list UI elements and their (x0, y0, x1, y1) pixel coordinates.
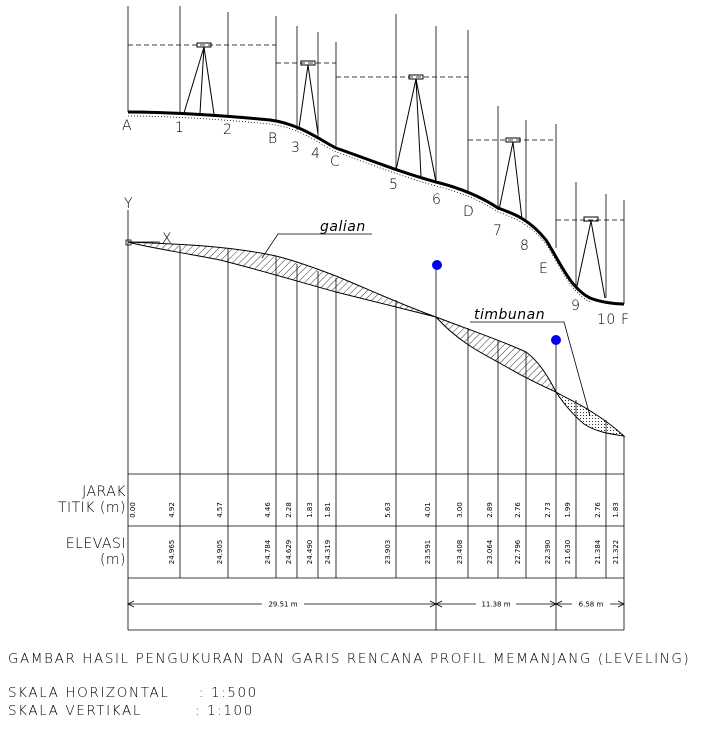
scale-h-value: 1:500 (210, 685, 258, 701)
point-label: C (330, 154, 340, 170)
tripods (183, 42, 606, 299)
elevasi-value: 23.408 (456, 540, 464, 565)
timbunan-label: timbunan (474, 307, 545, 323)
elevasi-value: 23.903 (384, 540, 392, 565)
point-label: 1 (175, 120, 184, 136)
elevasi-value: 23.591 (424, 540, 432, 565)
jarak-value: 2.76 (594, 502, 602, 518)
ground-profile (127, 110, 625, 306)
jarak-value: 3.00 (456, 502, 464, 518)
drawing-caption: GAMBAR HASIL PENGUKURAN DAN GARIS RENCAN… (8, 651, 691, 667)
elevasi-value: 22.390 (544, 540, 552, 565)
point-label: 6 (432, 192, 441, 208)
elevasi-row: 24.965 24.905 24.784 24.629 24.490 24.319 23.9… (168, 539, 620, 564)
jarak-row: 0.00 4.92 4.57 4.46 2.28 1.83 1.81 5.63 4.01 3.00… (129, 502, 620, 518)
terrain-sketch (127, 6, 625, 306)
galian-label: galian (320, 219, 366, 235)
point-label: 8 (520, 238, 529, 254)
timbunan-dotted-area (555, 391, 626, 437)
scale-horizontal: SKALA HORIZONTAL : 1:500 (8, 685, 258, 701)
data-table (128, 473, 624, 631)
staff-lines (127, 6, 625, 304)
elevasi-value: 21.630 (564, 540, 572, 565)
point-label: D (463, 204, 474, 220)
elevasi-value: 22.796 (514, 539, 522, 564)
elevasi-value: 21.384 (594, 539, 602, 564)
jarak-value: 1.81 (324, 502, 332, 518)
point-label: 10 (597, 312, 616, 328)
elevasi-value: 24.965 (168, 540, 176, 565)
scale-vertical: SKALA VERTIKAL : 1:100 (8, 703, 254, 719)
jarak-value: 4.92 (168, 502, 176, 518)
scale-v-value: 1:100 (207, 703, 254, 719)
point-label: 7 (493, 223, 502, 239)
jarak-title: JARAK (82, 484, 126, 500)
jarak-value: 2.89 (486, 502, 494, 518)
elevasi-title-2: (m) (100, 552, 126, 568)
dimension-line (127, 600, 625, 608)
marker-dot (432, 260, 442, 270)
sight-lines (128, 44, 624, 221)
x-axis-label: X (162, 231, 172, 247)
elevasi-value: 21.322 (612, 540, 620, 565)
elevasi-value: 23.064 (486, 539, 494, 564)
scale-h-label: SKALA HORIZONTAL (8, 685, 170, 701)
point-label: E (539, 261, 548, 277)
timbunan-leader (470, 321, 591, 417)
elevasi-value: 24.905 (216, 540, 224, 565)
elevasi-value: 24.490 (306, 540, 314, 565)
point-label: B (268, 131, 278, 147)
terrain-labels: A 1 2 B 3 4 C 5 6 D 7 8 E 9 10 F (122, 118, 630, 328)
y-axis-label: Y (124, 196, 133, 212)
galian-leader (261, 233, 372, 259)
profile-section (125, 210, 626, 630)
point-label: 3 (291, 140, 300, 156)
jarak-value: 4.46 (264, 502, 272, 518)
galian-area (127, 241, 437, 318)
point-label: 9 (571, 298, 580, 314)
point-label: F (621, 312, 630, 328)
jarak-value: 1.83 (612, 502, 620, 518)
jarak-value: 4.01 (424, 502, 432, 518)
elevasi-title: ELEVASI (66, 536, 126, 552)
elevasi-value: 24.784 (264, 539, 272, 564)
point-label: A (122, 118, 132, 134)
jarak-value: 2.73 (544, 502, 552, 518)
point-label: 5 (389, 177, 398, 193)
jarak-value: 2.28 (285, 502, 293, 518)
jarak-value: 0.00 (129, 502, 137, 518)
jarak-title-2: TITIK (m) (58, 500, 126, 516)
jarak-value: 2.76 (514, 502, 522, 518)
jarak-value: 1.83 (306, 502, 314, 518)
point-label: 2 (223, 122, 232, 138)
point-label: 4 (311, 146, 320, 162)
jarak-value: 4.57 (216, 502, 224, 518)
timbunan-area (435, 316, 558, 394)
elevasi-value: 24.319 (324, 540, 332, 565)
jarak-value: 5.63 (384, 502, 392, 518)
segment-length: 6.58 m (579, 601, 604, 609)
segment-length: 11.38 m (481, 601, 510, 609)
marker-dot (551, 335, 561, 345)
jarak-value: 1.99 (564, 502, 572, 518)
segment-length: 29.51 m (268, 601, 297, 609)
scale-v-label: SKALA VERTIKAL (8, 703, 142, 719)
elevasi-value: 24.629 (285, 540, 293, 565)
